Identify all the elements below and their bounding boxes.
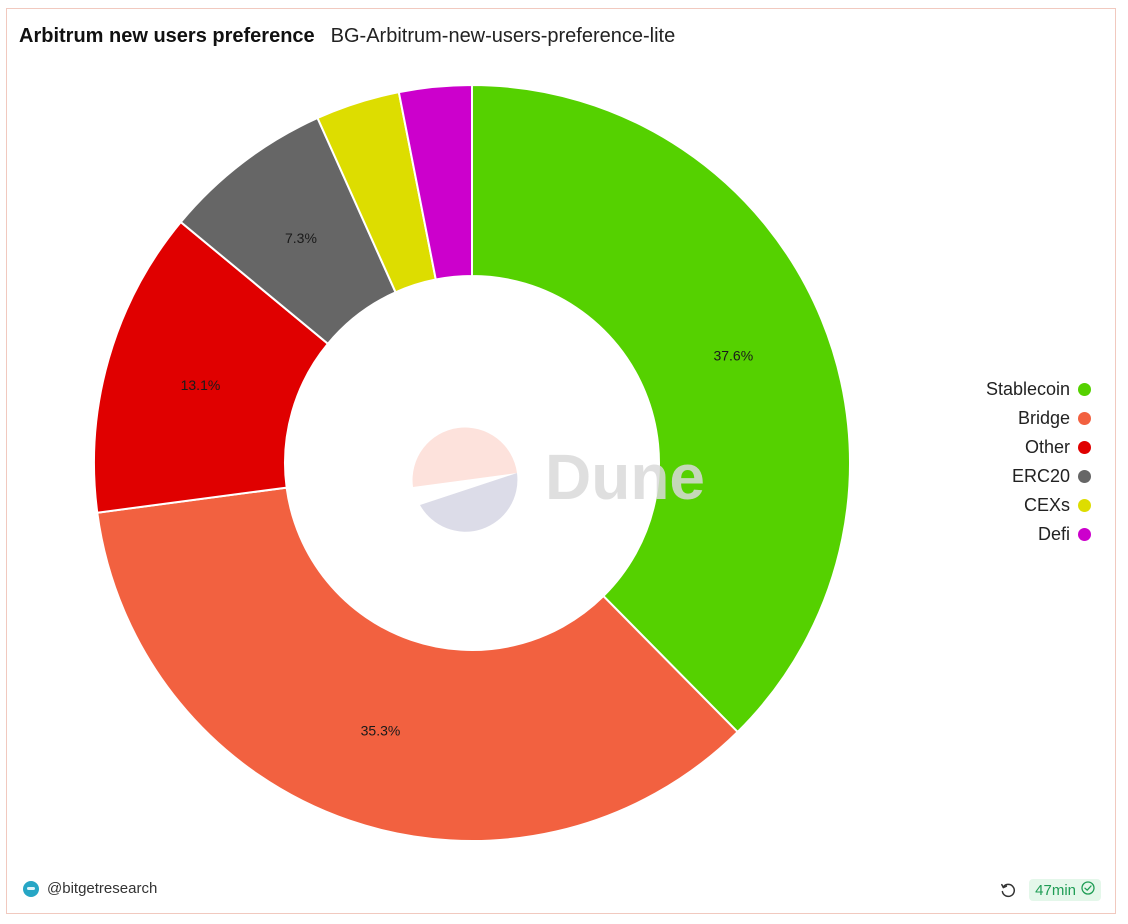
data-label-other: 13.1% [181, 377, 221, 393]
data-label-erc20: 7.3% [285, 230, 317, 246]
author-handle[interactable]: @bitgetresearch [47, 880, 158, 897]
slice-defi[interactable] [397, 83, 473, 281]
legend-label: ERC20 [1011, 466, 1070, 486]
legend-swatch [1078, 528, 1091, 541]
chart-header: Arbitrum new users preference BG-Arbitru… [19, 25, 675, 48]
chart-card: Arbitrum new users preference BG-Arbitru… [6, 8, 1116, 914]
legend-item-bridge[interactable]: Bridge [1018, 408, 1091, 429]
legend-item-stablecoin[interactable]: Stablecoin [986, 379, 1091, 400]
data-label-bridge: 35.3% [361, 722, 401, 738]
legend-label: Bridge [1017, 408, 1070, 428]
slice-other[interactable] [93, 220, 330, 514]
avatar [23, 880, 39, 897]
chart-legend: Stablecoin Bridge Other ERC20 CEXs Defi [986, 379, 1091, 545]
legend-swatch [1078, 441, 1091, 454]
legend-swatch [1078, 499, 1091, 512]
refresh-age: 47min [1035, 881, 1076, 899]
legend-label: Defi [1037, 524, 1070, 544]
chart-subtitle: BG-Arbitrum-new-users-preference-lite [330, 25, 676, 47]
legend-label: CEXs [1023, 495, 1070, 515]
refresh-icon[interactable] [997, 879, 1019, 901]
status-area: 47min [997, 879, 1101, 901]
refresh-age-badge: 47min [1029, 879, 1101, 901]
legend-swatch [1078, 412, 1091, 425]
donut-chart: 37.6% 35.3% 13.1% 7.3% Dune [93, 83, 851, 842]
legend-swatch [1078, 470, 1091, 483]
watermark-text: Dune [545, 441, 705, 513]
legend-swatch [1078, 383, 1091, 396]
check-circle-icon [1081, 881, 1095, 899]
legend-label: Stablecoin [985, 379, 1070, 399]
dune-logo-top [412, 427, 517, 487]
legend-item-erc20[interactable]: ERC20 [1012, 466, 1091, 487]
dune-logo-bottom [420, 473, 518, 532]
data-label-stablecoin: 37.6% [713, 348, 753, 364]
slice-bridge[interactable] [96, 486, 740, 842]
author-info: @bitgetresearch [23, 880, 157, 897]
legend-item-cexs[interactable]: CEXs [1024, 495, 1091, 516]
dune-watermark: Dune [412, 427, 705, 532]
chart-title: Arbitrum new users preference [19, 25, 315, 47]
slice-stablecoin[interactable] [471, 83, 851, 734]
legend-label: Other [1024, 437, 1070, 457]
legend-item-defi[interactable]: Defi [1038, 524, 1091, 545]
legend-item-other[interactable]: Other [1025, 437, 1091, 458]
